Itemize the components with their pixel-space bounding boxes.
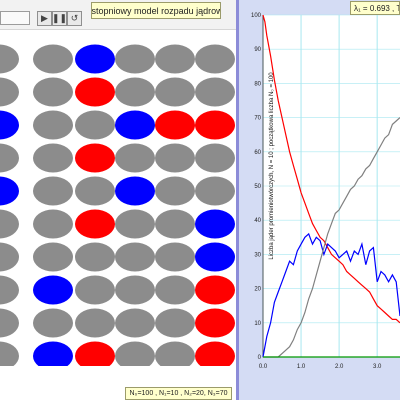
reset-icon: ↺ [70,13,79,23]
series-line [263,117,400,358]
atom-blue [195,242,235,272]
y-tick-label: 10 [254,321,261,327]
atom-gray [155,275,195,305]
atom-red [75,341,115,366]
atom-gray [155,242,195,272]
atom-red [195,275,235,305]
atom-gray [115,77,155,107]
atom-gray [115,341,155,366]
atom-gray [195,176,235,206]
y-axis-label: Liczba jąder promieniotwórczych, N = 10 … [269,72,275,260]
atom-gray [0,209,19,239]
atom-gray [33,77,73,107]
atom-blue [0,110,19,140]
atom-gray [33,242,73,272]
x-tick-label: 0.0 [259,364,268,370]
atom-gray [0,341,19,366]
atom-gray [33,308,73,338]
atom-gray [0,44,19,74]
atom-gray [155,176,195,206]
atom-red [195,308,235,338]
series-line [262,14,400,324]
atom-blue [33,275,73,305]
y-tick-label: 80 [254,81,261,87]
pause-button[interactable]: ❚❚ [52,11,67,26]
y-tick-label: 70 [254,116,261,122]
atom-red [75,209,115,239]
atom-red [75,77,115,107]
atom-gray [155,341,195,366]
atom-gray [75,176,115,206]
decay-chart: 0.0 1.0 2.0 3.0 0 10 20 30 40 50 60 70 80 90 100 Liczba… [251,13,400,370]
atom-grid [0,44,235,366]
atom-gray [75,242,115,272]
y-tick-label: 100 [251,13,262,19]
atom-gray [0,143,19,173]
atom-gray [33,209,73,239]
atom-gray [0,77,19,107]
triangle-right-icon: ▶ [41,13,48,23]
atom-gray [155,143,195,173]
x-tick-label: 2.0 [335,364,344,370]
atom-red [75,143,115,173]
step-button[interactable]: ▶ [37,11,52,26]
counts-readout: N₀=100 , N₁=10 , N₂=20, N₃=70 [125,387,232,400]
atom-gray [195,143,235,173]
y-tick-label: 30 [254,252,261,258]
atom-gray [75,275,115,305]
reset-button[interactable]: ↺ [67,11,82,26]
atom-gray [155,44,195,74]
atom-blue [115,176,155,206]
atom-gray [155,308,195,338]
atom-gray [115,209,155,239]
x-tick-label: 1.0 [297,364,306,370]
atom-gray [33,176,73,206]
y-tick-label: 0 [258,355,262,361]
atom-gray [0,275,19,305]
atom-blue [75,44,115,74]
mode-select[interactable] [0,11,30,25]
pause-icon: ❚❚ [51,13,68,23]
y-tick-label: 20 [254,287,261,293]
atom-red [195,110,235,140]
atom-gray [0,308,19,338]
atom-gray [33,110,73,140]
atom-gray [155,77,195,107]
y-tick-label: 40 [254,218,261,224]
atom-gray [115,44,155,74]
atom-blue [33,341,73,366]
y-tick-label: 50 [254,184,261,190]
atom-gray [115,143,155,173]
y-tick-label: 60 [254,150,261,156]
atom-gray [195,77,235,107]
atom-gray [33,44,73,74]
atom-gray [115,275,155,305]
atom-red [155,110,195,140]
atom-gray [115,308,155,338]
atom-grid-area [0,30,236,400]
atom-gray [75,110,115,140]
panel-divider[interactable] [236,0,239,400]
atom-gray [0,242,19,272]
atom-red [195,341,235,366]
atom-gray [33,143,73,173]
lambda-readout: λ₁ = 0.693 , T₁= [350,1,400,15]
atom-gray [115,242,155,272]
atom-blue [0,176,19,206]
series-line [262,232,400,358]
y-tick-label: 90 [254,47,261,53]
atom-blue [115,110,155,140]
atom-blue [195,209,235,239]
toolbar: ▶ ❚❚ ↺ Trzystopniowy model rozpadu jądro… [0,0,236,30]
x-tick-label: 3.0 [373,364,382,370]
atom-gray [75,308,115,338]
simulation-title: Trzystopniowy model rozpadu jądrowego [91,2,221,19]
atom-gray [155,209,195,239]
atom-gray [195,44,235,74]
